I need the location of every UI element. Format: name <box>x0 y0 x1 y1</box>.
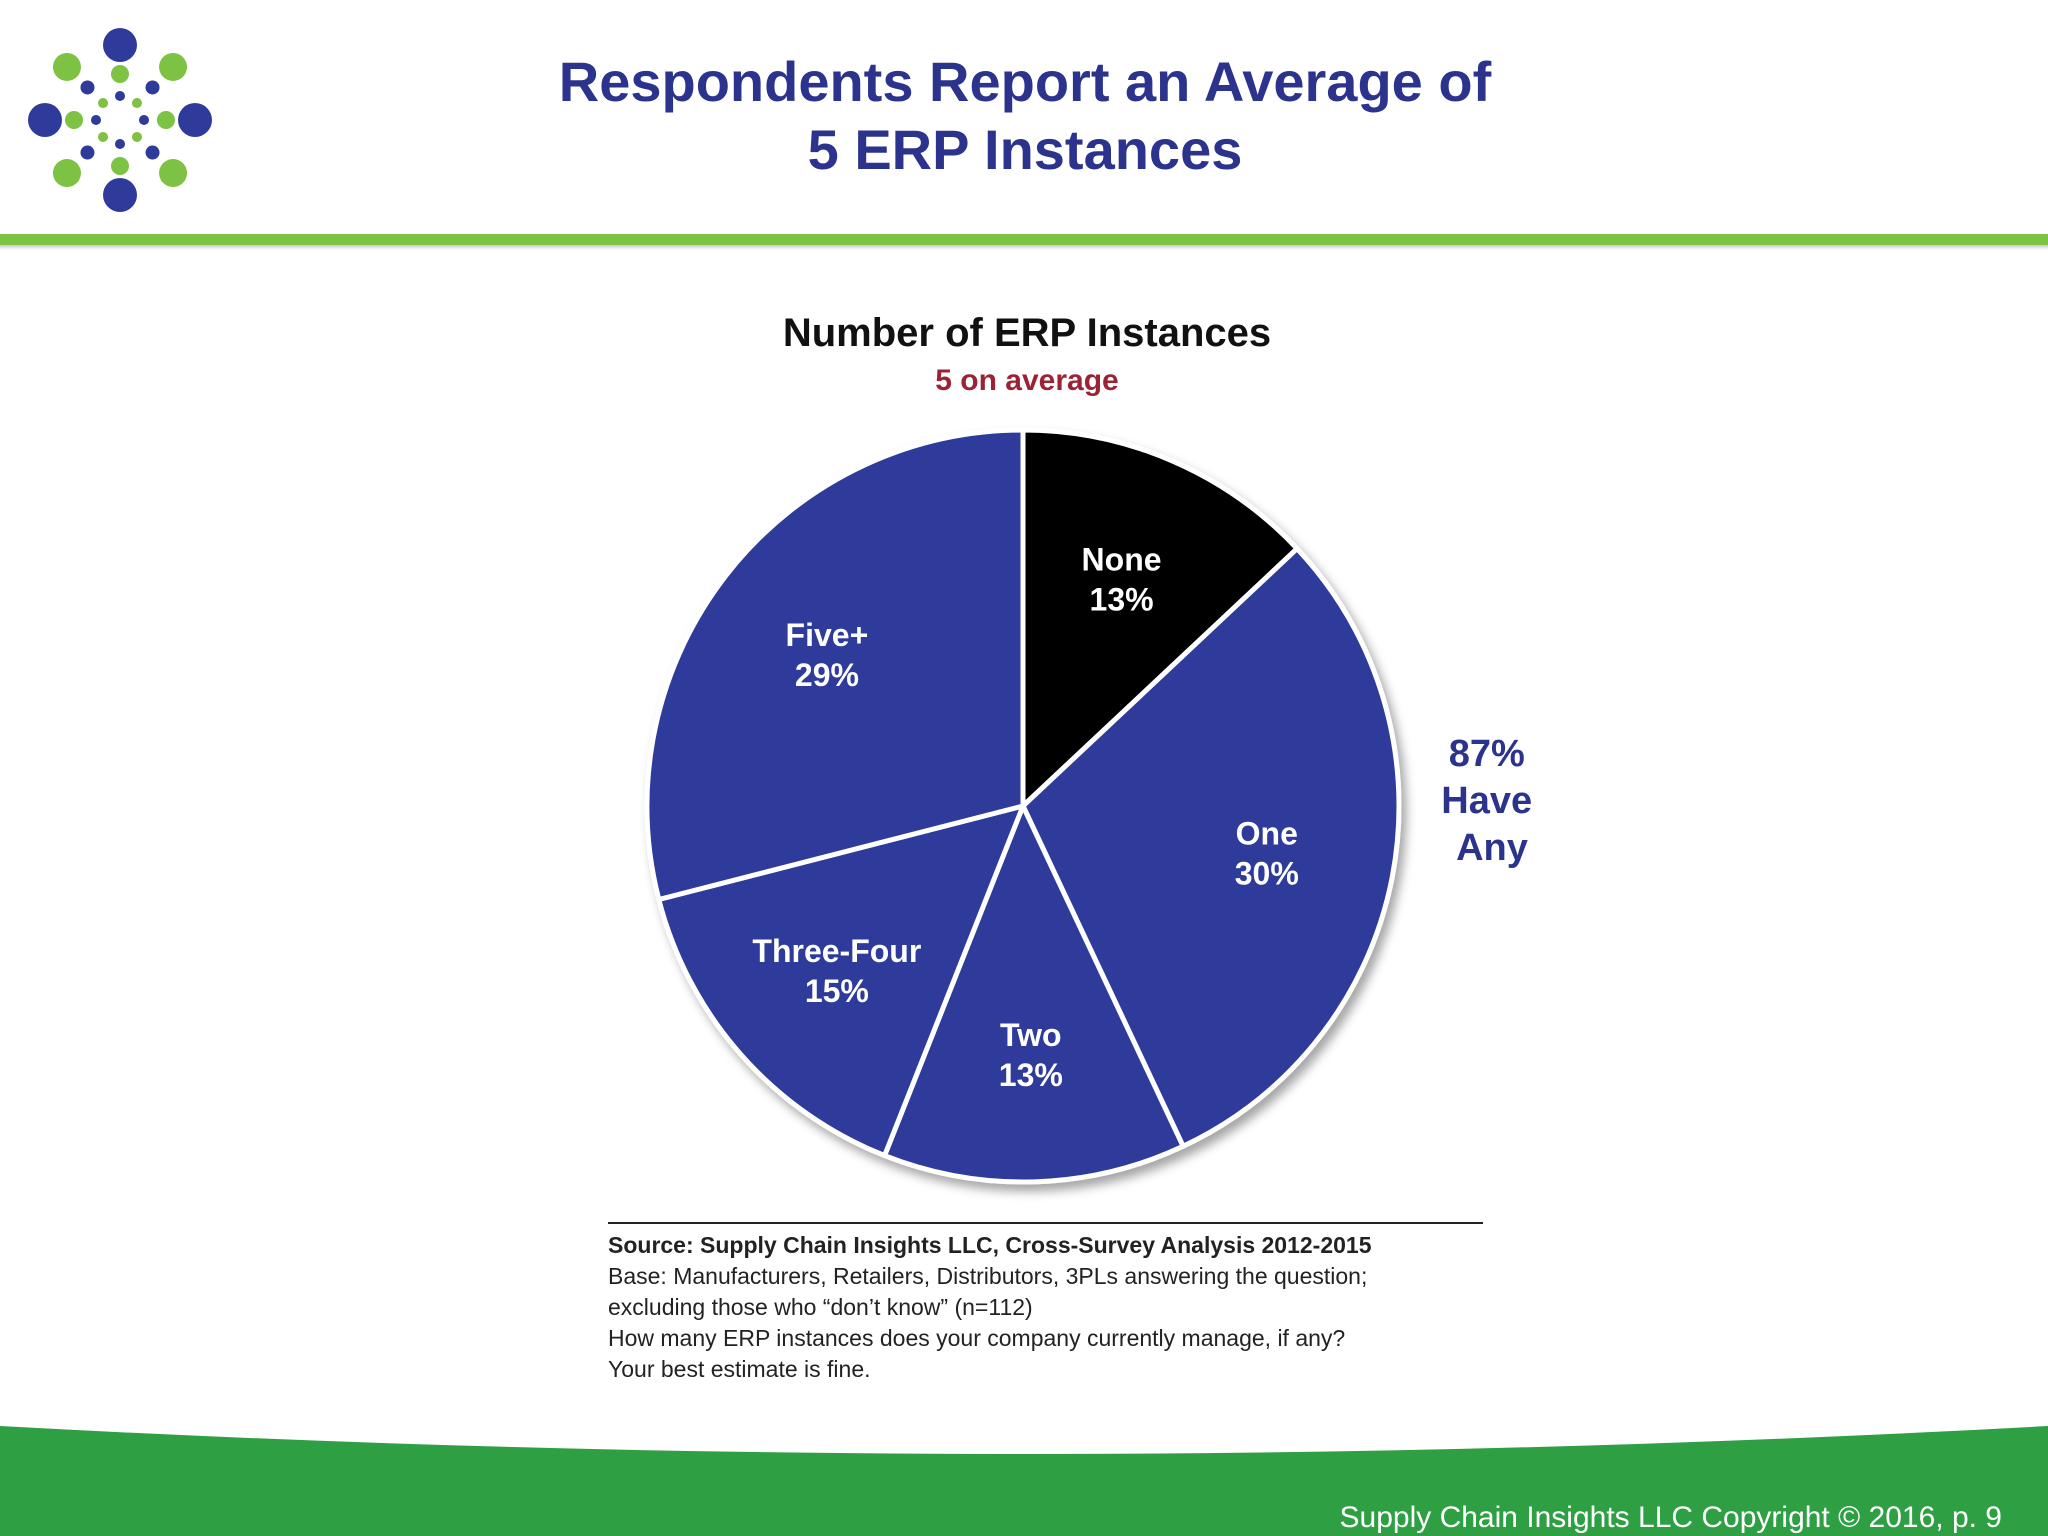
chart-subtitle: 5 on average <box>935 364 1118 397</box>
logo-dot <box>115 91 125 101</box>
logo-dot <box>115 139 125 149</box>
footer-band <box>0 1426 2048 1536</box>
logo-dot <box>111 157 129 175</box>
erp-instances-pie-chart: Number of ERP Instances 5 on average Non… <box>644 311 1542 1185</box>
logo-dot <box>103 178 137 212</box>
pie-label-five-: Five+ 29% <box>786 617 869 693</box>
logo-dot <box>80 145 95 160</box>
logo-dot <box>98 131 109 142</box>
logo-dot <box>28 103 62 137</box>
logo-dot <box>159 159 188 188</box>
logo-dot <box>52 159 81 188</box>
source-line: Source: Supply Chain Insights LLC, Cross… <box>608 1232 1372 1258</box>
logo-dot <box>145 145 160 160</box>
logo-dot <box>139 115 149 125</box>
base-line: Base: Manufacturers, Retailers, Distribu… <box>608 1263 1368 1289</box>
pie-slice-five- <box>644 427 1026 903</box>
logo-dot <box>145 80 160 95</box>
header-divider-shadow <box>0 245 2048 250</box>
logo-dot <box>157 111 175 129</box>
logo-dot <box>65 111 83 129</box>
source-notes: Source: Supply Chain Insights LLC, Cross… <box>608 1222 1483 1385</box>
logo-dot <box>131 131 142 142</box>
pie-label-three-four: Three-Four 15% <box>752 933 921 1009</box>
question-line: How many ERP instances does your company… <box>608 1325 1346 1351</box>
chart-title: Number of ERP Instances <box>783 311 1271 355</box>
logo-dot <box>52 52 81 81</box>
logo-dot <box>159 52 188 81</box>
logo-dot <box>131 98 142 109</box>
logo-dot <box>103 28 137 62</box>
pie-labels: None 13% One 30% Two 13% Three-Four 15% Five+ 29% <box>752 541 1298 1093</box>
slide-title-line-1: Respondents Report an Average of <box>558 50 1492 113</box>
logo-dot <box>178 103 212 137</box>
question-line-continued: Your best estimate is fine. <box>608 1356 871 1382</box>
annotation-have: Have <box>1441 780 1532 822</box>
pie-slice-one <box>1020 546 1402 1149</box>
base-line-continued: excluding those who “don’t know” (n=112) <box>608 1294 1033 1320</box>
pie-label-two: Two 13% <box>999 1017 1063 1093</box>
footer-copyright: Supply Chain Insights LLC Copyright © 20… <box>1339 1501 2003 1534</box>
pie-slices <box>644 427 1402 1185</box>
logo-dot <box>98 98 109 109</box>
pie-label-one: One 30% <box>1235 816 1299 892</box>
logo-dot <box>111 65 129 83</box>
pie-slice-two <box>882 803 1186 1185</box>
header-divider <box>0 234 2048 245</box>
slide-title-line-2: 5 ERP Instances <box>807 118 1243 181</box>
annotation-percent: 87% <box>1449 733 1525 775</box>
have-any-annotation: 87% Have Any <box>1441 733 1542 869</box>
annotation-any: Any <box>1456 827 1528 869</box>
company-logo-icon <box>28 28 212 212</box>
logo-dot <box>91 115 101 125</box>
pie-slice-none <box>1020 427 1300 809</box>
pie-slice-three-four <box>656 803 1026 1159</box>
pie-label-none: None 13% <box>1082 541 1162 617</box>
logo-dot <box>80 80 95 95</box>
